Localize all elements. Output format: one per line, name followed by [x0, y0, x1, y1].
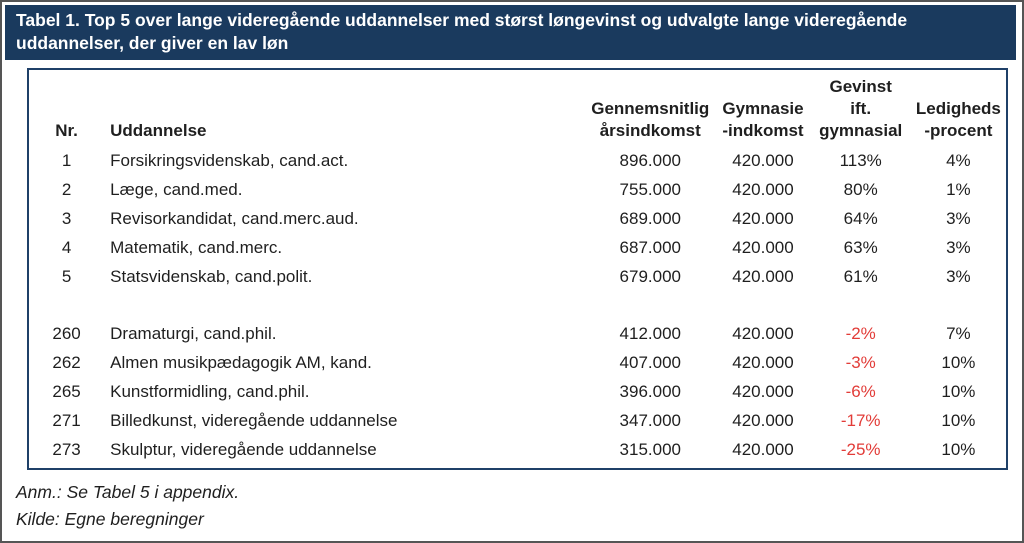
data-table: Nr. Uddannelse Gennemsnitlig årsindkomst…	[29, 70, 1006, 464]
cell-gain: -3%	[845, 353, 876, 372]
table-notes: Anm.: Se Tabel 5 i appendix. Kilde: Egne…	[16, 479, 239, 533]
table-row: 262 Almen musikpædagogik AM, kand. 407.0…	[29, 348, 1006, 377]
cell-unemployment: 10%	[941, 353, 976, 372]
cell-gym-income: 420.000	[732, 151, 794, 170]
cell-gym-income: 420.000	[732, 353, 794, 372]
table-body-top: 1 Forsikringsvidenskab, cand.act. 896.00…	[29, 146, 1006, 291]
cell-gym-income: 420.000	[732, 209, 794, 228]
table-header: Nr. Uddannelse Gennemsnitlig årsindkomst…	[29, 70, 1006, 146]
cell-gym-income: 420.000	[732, 180, 794, 199]
note-kilde: Kilde: Egne beregninger	[16, 509, 204, 529]
cell-nr: 265	[52, 382, 81, 401]
cell-unemployment: 1%	[946, 180, 971, 199]
cell-uddannelse: Billedkunst, videregående uddannelse	[110, 411, 398, 430]
cell-uddannelse: Kunstformidling, cand.phil.	[110, 382, 310, 401]
cell-uddannelse: Læge, cand.med.	[110, 180, 243, 199]
cell-avg-income: 347.000	[619, 411, 681, 430]
cell-uddannelse: Forsikringsvidenskab, cand.act.	[110, 151, 349, 170]
cell-gain: 64%	[843, 209, 878, 228]
cell-nr: 2	[61, 180, 72, 199]
table-row: 2 Læge, cand.med. 755.000 420.000 80% 1%	[29, 175, 1006, 204]
cell-avg-income: 396.000	[619, 382, 681, 401]
cell-gym-income: 420.000	[732, 238, 794, 257]
cell-gym-income: 420.000	[732, 324, 794, 343]
table-row: 273 Skulptur, videregående uddannelse 31…	[29, 435, 1006, 464]
cell-nr: 273	[52, 440, 81, 459]
table-row: 3 Revisorkandidat, cand.merc.aud. 689.00…	[29, 204, 1006, 233]
header-gain: Gevinst ift. gymnasial	[819, 77, 903, 140]
cell-unemployment: 3%	[946, 209, 971, 228]
cell-unemployment: 3%	[946, 238, 971, 257]
cell-nr: 1	[61, 151, 72, 170]
cell-gym-income: 420.000	[732, 411, 794, 430]
cell-gym-income: 420.000	[732, 382, 794, 401]
cell-nr: 5	[61, 267, 72, 286]
table-box: Nr. Uddannelse Gennemsnitlig årsindkomst…	[27, 68, 1008, 470]
cell-nr: 4	[61, 238, 72, 257]
cell-avg-income: 412.000	[619, 324, 681, 343]
cell-avg-income: 407.000	[619, 353, 681, 372]
cell-uddannelse: Matematik, cand.merc.	[110, 238, 283, 257]
cell-gain: -2%	[845, 324, 876, 343]
cell-nr: 271	[52, 411, 81, 430]
cell-uddannelse: Dramaturgi, cand.phil.	[110, 324, 277, 343]
cell-gym-income: 420.000	[732, 440, 794, 459]
table-title-bar: Tabel 1. Top 5 over lange videregående u…	[5, 5, 1016, 60]
table-row: 1 Forsikringsvidenskab, cand.act. 896.00…	[29, 146, 1006, 175]
cell-avg-income: 689.000	[619, 209, 681, 228]
table-title: Tabel 1. Top 5 over lange videregående u…	[16, 10, 908, 53]
table-row: 271 Billedkunst, videregående uddannelse…	[29, 406, 1006, 435]
cell-nr: 262	[52, 353, 81, 372]
cell-avg-income: 755.000	[619, 180, 681, 199]
cell-avg-income: 896.000	[619, 151, 681, 170]
cell-unemployment: 3%	[946, 267, 971, 286]
header-uddannelse: Uddannelse	[110, 121, 207, 140]
cell-nr: 260	[52, 324, 81, 343]
table-row: 4 Matematik, cand.merc. 687.000 420.000 …	[29, 233, 1006, 262]
cell-uddannelse: Almen musikpædagogik AM, kand.	[110, 353, 372, 372]
cell-avg-income: 687.000	[619, 238, 681, 257]
cell-gain: -6%	[845, 382, 876, 401]
cell-uddannelse: Revisorkandidat, cand.merc.aud.	[110, 209, 359, 228]
table-row: 5 Statsvidenskab, cand.polit. 679.000 42…	[29, 262, 1006, 291]
cell-unemployment: 7%	[946, 324, 971, 343]
header-gym-income: Gymnasie -indkomst	[722, 99, 804, 140]
cell-unemployment: 10%	[941, 440, 976, 459]
cell-unemployment: 4%	[946, 151, 971, 170]
cell-gain: 63%	[843, 238, 878, 257]
cell-unemployment: 10%	[941, 382, 976, 401]
table-row: 265 Kunstformidling, cand.phil. 396.000 …	[29, 377, 1006, 406]
cell-unemployment: 10%	[941, 411, 976, 430]
spacer-section	[29, 291, 1006, 319]
cell-gain: -17%	[840, 411, 881, 430]
table-body-low: 260 Dramaturgi, cand.phil. 412.000 420.0…	[29, 319, 1006, 464]
cell-gain: 113%	[839, 151, 882, 170]
header-unemployment: Ledigheds -procent	[915, 99, 1001, 140]
header-nr: Nr.	[55, 121, 78, 140]
cell-uddannelse: Statsvidenskab, cand.polit.	[110, 267, 313, 286]
header-avg-income: Gennemsnitlig årsindkomst	[591, 99, 710, 140]
cell-nr: 3	[61, 209, 72, 228]
cell-gain: -25%	[840, 440, 881, 459]
cell-uddannelse: Skulptur, videregående uddannelse	[110, 440, 377, 459]
cell-gain: 61%	[843, 267, 878, 286]
spacer-row	[29, 291, 1006, 319]
cell-gain: 80%	[843, 180, 878, 199]
cell-gym-income: 420.000	[732, 267, 794, 286]
note-anm: Anm.: Se Tabel 5 i appendix.	[16, 482, 240, 502]
cell-avg-income: 679.000	[619, 267, 681, 286]
cell-avg-income: 315.000	[619, 440, 681, 459]
table-row: 260 Dramaturgi, cand.phil. 412.000 420.0…	[29, 319, 1006, 348]
